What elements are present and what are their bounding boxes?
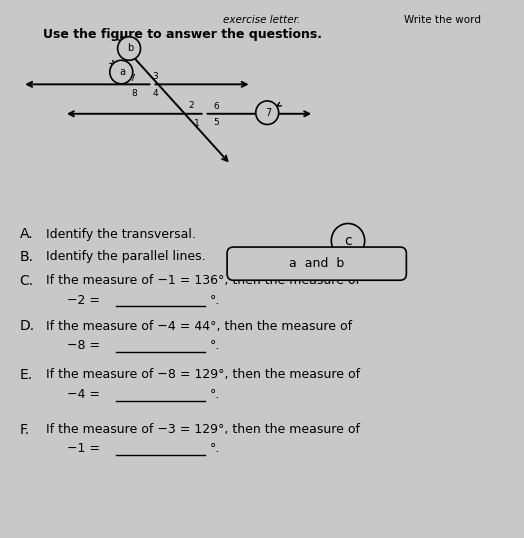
Text: 1: 1: [194, 119, 200, 128]
Text: If the measure of −8 = 129°, then the measure of: If the measure of −8 = 129°, then the me…: [46, 369, 360, 381]
Text: If the measure of −4 = 44°, then the measure of: If the measure of −4 = 44°, then the mea…: [46, 320, 352, 333]
Text: Identify the parallel lines.: Identify the parallel lines.: [46, 250, 205, 263]
Text: °.: °.: [210, 294, 220, 307]
Text: °.: °.: [210, 388, 220, 401]
Text: B.: B.: [19, 250, 34, 264]
Circle shape: [110, 60, 133, 84]
Text: Write the word: Write the word: [404, 15, 481, 25]
Circle shape: [331, 223, 365, 258]
Text: a  and  b: a and b: [289, 257, 344, 270]
Text: exercise letter.: exercise letter.: [223, 15, 301, 25]
Text: 8: 8: [132, 89, 137, 98]
Text: a: a: [119, 67, 125, 77]
Text: 5: 5: [213, 118, 219, 127]
Text: b: b: [127, 44, 133, 53]
Text: D.: D.: [19, 319, 35, 333]
Text: If the measure of −3 = 129°, then the measure of: If the measure of −3 = 129°, then the me…: [46, 423, 359, 436]
Text: Identify the transversal.: Identify the transversal.: [46, 228, 195, 240]
Text: −4 =: −4 =: [67, 388, 104, 401]
Text: c: c: [344, 233, 352, 247]
Text: °.: °.: [210, 442, 220, 455]
Text: 6: 6: [213, 102, 219, 111]
Text: °.: °.: [210, 339, 220, 352]
Text: −8 =: −8 =: [67, 339, 104, 352]
Circle shape: [117, 37, 140, 60]
Text: 7: 7: [129, 74, 135, 83]
Text: 3: 3: [152, 72, 158, 81]
FancyBboxPatch shape: [227, 247, 407, 280]
Text: 7: 7: [266, 108, 272, 118]
Circle shape: [256, 101, 279, 124]
Text: −1 =: −1 =: [67, 442, 104, 455]
Text: −2 =: −2 =: [67, 294, 104, 307]
Text: E.: E.: [19, 368, 33, 382]
Text: 4: 4: [152, 89, 158, 98]
Text: 2: 2: [189, 101, 194, 110]
Text: C.: C.: [19, 274, 34, 288]
Text: A.: A.: [19, 227, 33, 241]
Text: F.: F.: [19, 422, 30, 436]
Text: Use the figure to answer the questions.: Use the figure to answer the questions.: [43, 28, 322, 41]
Text: If the measure of −1 = 136°, then the measure of: If the measure of −1 = 136°, then the me…: [46, 274, 359, 287]
